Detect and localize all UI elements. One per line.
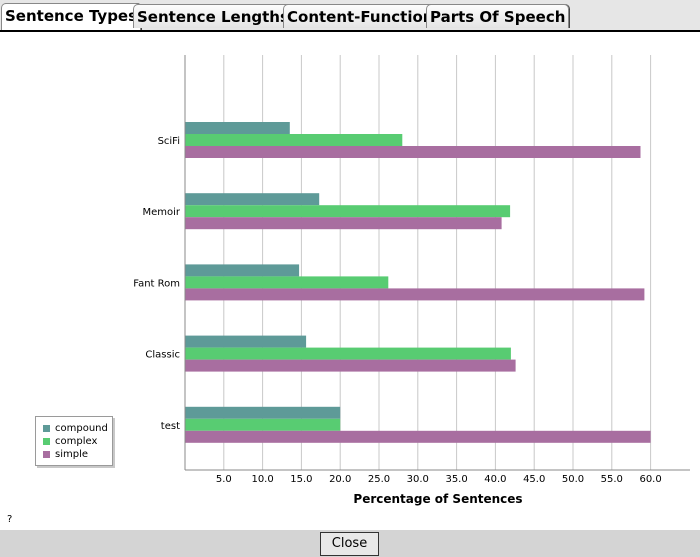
legend-label-simple: simple: [55, 449, 89, 460]
legend-item-compound: compound: [43, 422, 112, 435]
bar-simple-memoir: [185, 217, 502, 230]
tick-labels: 5.0 10.0 15.0 20.0 25.0 30.0 35.0 40.0 45.0 50.0 5…: [216, 474, 662, 485]
tab-content-function[interactable]: Content-Function: [283, 4, 438, 28]
category-label: test: [161, 421, 180, 432]
tab-parts-of-speech[interactable]: Parts Of Speech: [426, 4, 570, 28]
x-tick-label: 25.0: [368, 474, 390, 485]
category-label: Classic: [145, 350, 180, 361]
bar-compound-fant-rom: [185, 264, 300, 277]
bar-compound-scifi: [185, 122, 290, 134]
bar-compound-memoir: [185, 193, 320, 206]
bars: [185, 122, 651, 443]
bar-simple-classic: [185, 359, 516, 372]
legend-label-compound: compound: [55, 423, 108, 434]
x-tick-label: 15.0: [290, 474, 312, 485]
help-mark[interactable]: ?: [7, 514, 13, 525]
x-tick-label: 30.0: [407, 474, 429, 485]
legend-swatch-complex: [43, 438, 50, 445]
legend-label-complex: complex: [55, 436, 98, 447]
x-tick-label: 10.0: [251, 474, 273, 485]
bar-compound-test: [185, 406, 341, 419]
bar-simple-test: [185, 430, 651, 443]
category-label: Memoir: [142, 207, 180, 218]
x-tick-label: 35.0: [445, 474, 467, 485]
bar-complex-classic: [185, 347, 511, 360]
x-tick-label: 45.0: [523, 474, 545, 485]
bar-compound-classic: [185, 335, 307, 348]
legend-item-simple: simple: [43, 448, 112, 461]
x-axis-label: Percentage of Sentences: [353, 492, 522, 506]
sentence-types-chart: SciFi Memoir Fant Rom Classic test 5.0 10.0 15…: [133, 55, 690, 506]
legend-item-complex: complex: [43, 435, 112, 448]
bar-simple-fant-rom: [185, 288, 645, 301]
axes: [184, 55, 690, 471]
tab-sentence-types[interactable]: Sentence Types: [1, 3, 142, 30]
legend-swatch-simple: [43, 451, 50, 458]
category-labels: SciFi Memoir Fant Rom Classic test: [133, 136, 181, 432]
bar-complex-scifi: [185, 134, 403, 146]
x-tick-label: 50.0: [562, 474, 584, 485]
category-label: SciFi: [158, 136, 180, 147]
x-tick-label: 20.0: [329, 474, 351, 485]
close-button[interactable]: Close: [320, 532, 379, 556]
category-label: Fant Rom: [133, 278, 180, 289]
x-tick-label: 5.0: [216, 474, 232, 485]
bar-complex-fant-rom: [185, 276, 389, 289]
bar-complex-test: [185, 418, 341, 431]
legend-swatch-compound: [43, 425, 50, 432]
bar-complex-memoir: [185, 205, 511, 218]
x-tick-label: 40.0: [484, 474, 506, 485]
tab-bar: Sentence Types Sentence Lengths Content-…: [0, 0, 700, 32]
chart-legend: compound complex simple: [35, 416, 113, 466]
bar-simple-scifi: [185, 146, 641, 158]
x-tick-label: 55.0: [601, 474, 623, 485]
x-tick-label: 60.0: [639, 474, 661, 485]
